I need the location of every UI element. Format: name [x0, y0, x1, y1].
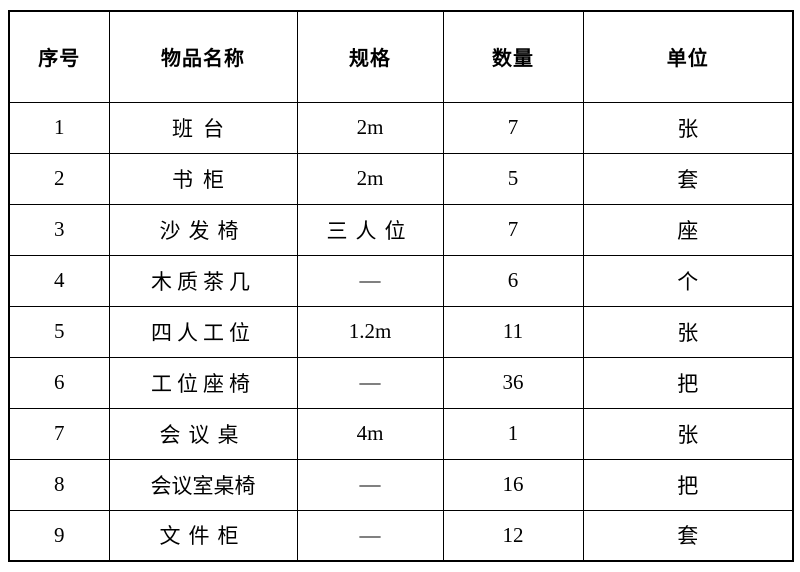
- table-row: 5 四人工位 1.2m 11 张: [8, 305, 794, 358]
- cell-spec: 2m: [296, 101, 444, 154]
- cell-spec: —: [296, 458, 444, 511]
- cell-qty: 12: [442, 509, 584, 562]
- cell-name: 木质茶几: [108, 254, 298, 307]
- cell-qty: 36: [442, 356, 584, 409]
- table-row: 6 工位座椅 —36 把: [8, 356, 794, 409]
- table-row: 4 木质茶几 —6 个: [8, 254, 794, 307]
- table-row: 9 文件柜 —12 套: [8, 509, 794, 562]
- table-body: 1 班台 2m 7 张 2 书柜 2m 5 套 3 沙发椅 三人位 7 座 4 木质茶几 —6 个 5 四人工位 1.2m…: [8, 101, 794, 562]
- cell-unit: 张: [582, 305, 794, 358]
- header-row: 序号 物品名称 规格 数量 单位: [8, 10, 794, 103]
- cell-unit: 座: [582, 203, 794, 256]
- cell-index: 1: [8, 101, 110, 154]
- cell-unit: 把: [582, 356, 794, 409]
- cell-qty: 7: [442, 203, 584, 256]
- table-row: 7 会议桌 4m 1 张: [8, 407, 794, 460]
- cell-unit: 张: [582, 407, 794, 460]
- cell-name: 四人工位: [108, 305, 298, 358]
- cell-spec: —: [296, 509, 444, 562]
- cell-spec: 三人位: [296, 203, 444, 256]
- cell-spec: 4m: [296, 407, 444, 460]
- cell-name: 工位座椅: [108, 356, 298, 409]
- table-row: 3 沙发椅 三人位 7 座: [8, 203, 794, 256]
- cell-unit: 个: [582, 254, 794, 307]
- cell-index: 6: [8, 356, 110, 409]
- cell-name: 书柜: [108, 152, 298, 205]
- table-row: 1 班台 2m 7 张: [8, 101, 794, 154]
- cell-qty: 16: [442, 458, 584, 511]
- cell-index: 3: [8, 203, 110, 256]
- cell-index: 2: [8, 152, 110, 205]
- header-index: 序号: [8, 10, 110, 103]
- header-quantity: 数量: [442, 10, 584, 103]
- cell-name: 文件柜: [108, 509, 298, 562]
- cell-unit: 张: [582, 101, 794, 154]
- cell-index: 9: [8, 509, 110, 562]
- cell-index: 5: [8, 305, 110, 358]
- cell-unit: 套: [582, 152, 794, 205]
- cell-qty: 6: [442, 254, 584, 307]
- table-row: 8 会议室桌椅 —16 把: [8, 458, 794, 511]
- cell-index: 7: [8, 407, 110, 460]
- cell-spec: —: [296, 356, 444, 409]
- header-spec: 规格: [296, 10, 444, 103]
- cell-qty: 7: [442, 101, 584, 154]
- cell-unit: 把: [582, 458, 794, 511]
- cell-name: 会议桌: [108, 407, 298, 460]
- cell-name: 会议室桌椅: [108, 458, 298, 511]
- cell-spec: 2m: [296, 152, 444, 205]
- cell-qty: 1: [442, 407, 584, 460]
- cell-index: 4: [8, 254, 110, 307]
- inventory-table: 序号 物品名称 规格 数量 单位 1 班台 2m 7 张 2 书柜 2m 5 套 3 沙发椅 三人位 7 座…: [8, 10, 794, 562]
- cell-unit: 套: [582, 509, 794, 562]
- cell-spec: —: [296, 254, 444, 307]
- table-row: 2 书柜 2m 5 套: [8, 152, 794, 205]
- header-unit: 单位: [582, 10, 794, 103]
- cell-index: 8: [8, 458, 110, 511]
- cell-qty: 11: [442, 305, 584, 358]
- cell-name: 沙发椅: [108, 203, 298, 256]
- cell-spec: 1.2m: [296, 305, 444, 358]
- cell-name: 班台: [108, 101, 298, 154]
- cell-qty: 5: [442, 152, 584, 205]
- header-item-name: 物品名称: [108, 10, 298, 103]
